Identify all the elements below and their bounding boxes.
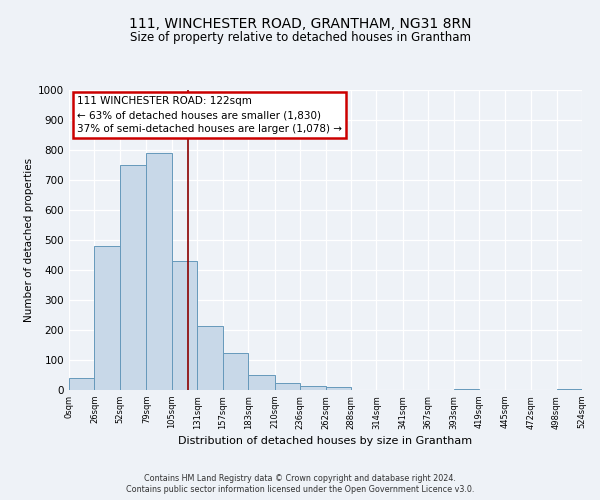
Bar <box>146 153 172 390</box>
X-axis label: Distribution of detached houses by size in Grantham: Distribution of detached houses by size … <box>178 436 473 446</box>
Bar <box>197 326 223 390</box>
Bar <box>557 388 582 390</box>
Text: 111 WINCHESTER ROAD: 122sqm
← 63% of detached houses are smaller (1,830)
37% of : 111 WINCHESTER ROAD: 122sqm ← 63% of det… <box>77 96 341 134</box>
Bar <box>172 261 197 390</box>
Bar <box>248 375 275 390</box>
Text: 111, WINCHESTER ROAD, GRANTHAM, NG31 8RN: 111, WINCHESTER ROAD, GRANTHAM, NG31 8RN <box>129 18 471 32</box>
Bar <box>275 382 300 390</box>
Text: Contains HM Land Registry data © Crown copyright and database right 2024.: Contains HM Land Registry data © Crown c… <box>144 474 456 483</box>
Bar <box>325 387 351 390</box>
Text: Contains public sector information licensed under the Open Government Licence v3: Contains public sector information licen… <box>126 485 474 494</box>
Text: Size of property relative to detached houses in Grantham: Size of property relative to detached ho… <box>130 31 470 44</box>
Bar <box>300 386 325 390</box>
Bar <box>69 378 94 390</box>
Bar <box>454 388 479 390</box>
Y-axis label: Number of detached properties: Number of detached properties <box>24 158 34 322</box>
Bar <box>120 165 146 390</box>
Bar <box>223 352 248 390</box>
Bar <box>94 246 120 390</box>
